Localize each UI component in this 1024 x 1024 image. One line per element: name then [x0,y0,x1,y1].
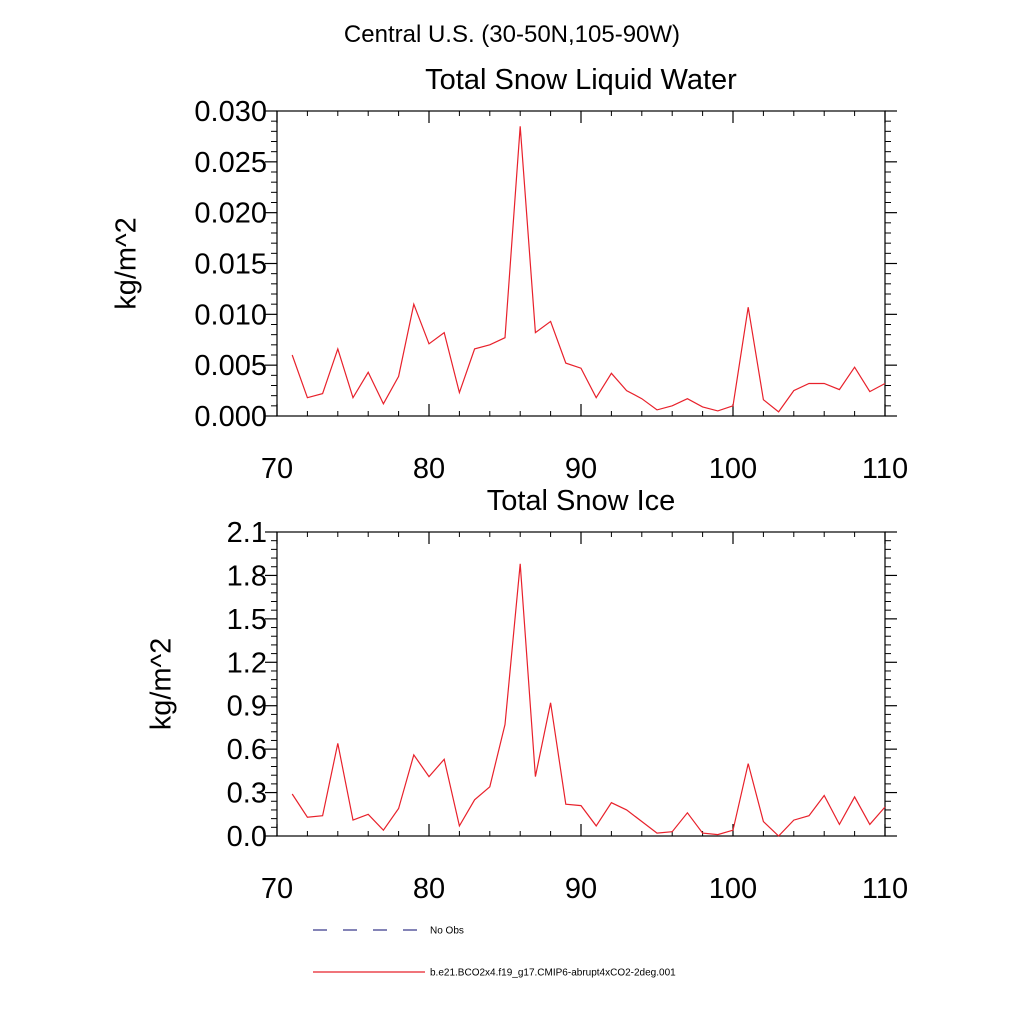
y-tick-label: 0.0 [227,821,267,853]
y-tick-label: 1.8 [227,560,267,592]
y-tick-label: 0.005 [194,350,267,382]
y-tick-label: 0.6 [227,734,267,766]
chart-snow-ice: Total Snow Ice kg/m^2 70 80 90 100 110 0.0 0.3 0.… [146,485,908,905]
x-tick-label: 70 [261,453,293,485]
plot-frame [276,110,886,417]
x-tick-label: 100 [709,453,757,485]
page-title: Central U.S. (30-50N,105-90W) [344,21,680,48]
series-line [291,563,886,837]
y-tick-label: 0.015 [194,249,267,281]
y-tick-label: 1.5 [227,604,267,636]
x-tick-label: 80 [413,453,445,485]
y-axis-label: kg/m^2 [146,638,178,731]
chart-title: Total Snow Liquid Water [425,64,737,96]
y-tick-label: 0.025 [194,147,267,179]
y-tick-label: 0.000 [194,401,267,433]
y-tick-label: 0.030 [194,96,267,128]
y-tick-label: 1.2 [227,647,267,679]
x-tick-label: 90 [565,453,597,485]
x-tick-label: 70 [261,873,293,905]
legend-label-no-obs: No Obs [430,926,464,937]
y-tick-label: 0.010 [194,299,267,331]
chart-title: Total Snow Ice [487,485,676,517]
x-tick-label: 110 [862,873,908,905]
legend: No Obs b.e21.BCO2x4.f19_g17.CMIP6-abrupt… [313,926,676,979]
y-tick-label: 0.9 [227,691,267,723]
x-tick-label: 110 [862,453,908,485]
chart-snow-liquid-water: Total Snow Liquid Water kg/m^2 70 80 90 100 11… [111,64,908,485]
y-tick-label: 0.020 [194,198,267,230]
legend-label-model: b.e21.BCO2x4.f19_g17.CMIP6-abrupt4xCO2-2… [430,968,676,979]
x-tick-label: 100 [709,873,757,905]
x-tick-label: 80 [413,873,445,905]
y-tick-label: 0.3 [227,778,267,810]
x-tick-label: 90 [565,873,597,905]
y-tick-label: 2.1 [227,517,267,549]
plot-frame [276,531,886,837]
y-axis-label: kg/m^2 [111,217,143,310]
series-line [291,126,886,413]
